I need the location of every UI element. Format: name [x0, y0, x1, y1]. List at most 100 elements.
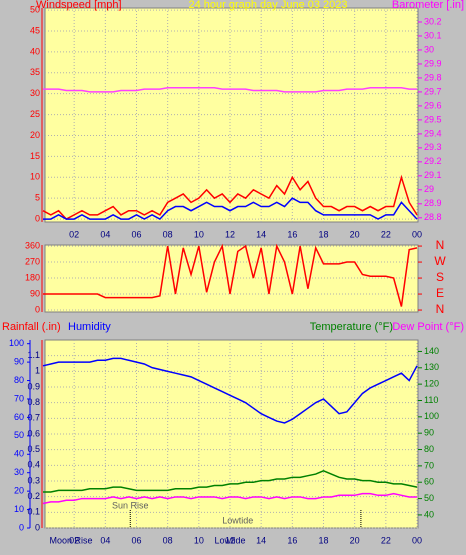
y-tick-label: 0 — [35, 522, 40, 532]
x-tick-label: 20 — [350, 229, 360, 239]
y2-tick-label: 110 — [424, 395, 438, 405]
humidity-tick-label: 0 — [19, 522, 24, 532]
y-tick-label: 45 — [30, 25, 40, 35]
y2-tick-label: 29.4 — [424, 128, 442, 138]
series-line — [43, 86, 417, 93]
x-tick-label: 22 — [381, 229, 391, 239]
x-tick-label: 12 — [225, 229, 235, 239]
x-tick-label: 02 — [69, 229, 79, 239]
y2-tick-label: 29.9 — [424, 58, 442, 68]
x-tick-label: 16 — [287, 229, 297, 239]
y-tick-label: 1 — [35, 366, 40, 376]
footer-annotation: Moon Rise — [50, 535, 93, 545]
y-tick-label: 25 — [30, 109, 40, 119]
x-tick-label: 04 — [100, 535, 110, 545]
x-tick-label: 10 — [194, 229, 204, 239]
y-axis-label: Rainfall (.in) — [2, 321, 61, 333]
y-tick-label: 0 — [35, 213, 40, 223]
y2-tick-label: 120 — [424, 379, 439, 389]
y2-tick-label: 29.2 — [424, 156, 442, 166]
y-tick-label: 0.6 — [27, 428, 40, 438]
y-tick-label: 270 — [25, 256, 40, 266]
y-tick-label: 0.7 — [27, 413, 40, 423]
y2-tick-label: 28.9 — [424, 198, 442, 208]
x-tick-label: 08 — [163, 535, 173, 545]
series-line — [43, 243, 418, 307]
annotation: Sun Rise — [112, 500, 149, 510]
humidity-tick-label: 20 — [14, 486, 24, 496]
x-tick-label: 18 — [318, 229, 328, 239]
x-tick-label: 12 — [225, 535, 235, 545]
y2-tick-label: 40 — [424, 509, 434, 519]
humidity-tick-label: 30 — [14, 467, 24, 477]
y-tick-label: 15 — [30, 151, 40, 161]
y2-tick-label: 80 — [424, 444, 434, 454]
y2-tick-label: N — [436, 302, 445, 316]
series-line — [43, 197, 418, 221]
y-tick-label: 180 — [25, 272, 40, 282]
series-line — [42, 492, 417, 505]
y2-axis-label: Temperature (°F) — [310, 321, 393, 333]
x-tick-label: 06 — [131, 535, 141, 545]
y2-tick-label: 60 — [424, 477, 434, 487]
x-tick-label: 18 — [318, 535, 328, 545]
y-tick-label: 50 — [30, 4, 40, 14]
y-tick-label: 10 — [30, 172, 40, 182]
y2-tick-label: 140 — [424, 346, 439, 356]
chart-title: 24 hour graph day June 03 2023 — [188, 0, 347, 11]
series-line — [42, 357, 418, 424]
y2-tick-label: 29 — [424, 184, 434, 194]
y-axis-label: Windspeed [mph] — [36, 0, 122, 11]
y3-axis-label: Dew Point (°F) — [392, 321, 464, 333]
humidity-tick-label: 60 — [14, 412, 24, 422]
humidity-tick-label: 100 — [9, 338, 24, 348]
y-tick-label: 0.4 — [27, 460, 40, 470]
y-tick-label: 1.1 — [27, 350, 40, 360]
y-tick-label: 0.5 — [27, 444, 40, 454]
x-tick-label: 08 — [163, 229, 173, 239]
y2-tick-label: 29.5 — [424, 114, 442, 124]
y-tick-label: 0.1 — [27, 507, 40, 517]
y2-tick-label: 100 — [424, 411, 439, 421]
y-tick-label: 0.3 — [27, 475, 40, 485]
y-tick-label: 0.9 — [27, 381, 40, 391]
x-tick-label: 20 — [350, 535, 360, 545]
y2-tick-label: 90 — [424, 428, 434, 438]
y2-tick-label: E — [436, 286, 444, 300]
y2-tick-label: 30.2 — [424, 16, 442, 26]
y-tick-label: 90 — [30, 288, 40, 298]
y-tick-label: 0 — [35, 304, 40, 314]
y2-tick-label: 130 — [424, 362, 439, 372]
humidity-tick-label: 40 — [14, 449, 24, 459]
x-tick-label: 02 — [69, 535, 79, 545]
humidity-label: Humidity — [68, 321, 111, 333]
y2-tick-label: 29.6 — [424, 100, 442, 110]
x-tick-label: 06 — [131, 229, 141, 239]
humidity-tick-label: 80 — [14, 375, 24, 385]
y2-tick-label: 50 — [424, 493, 434, 503]
humidity-tick-label: 10 — [14, 504, 24, 514]
y-tick-label: 0.8 — [27, 397, 40, 407]
x-tick-label: 00 — [412, 229, 422, 239]
y2-tick-label: 30 — [424, 44, 434, 54]
humidity-tick-label: 70 — [14, 393, 24, 403]
y2-tick-label: 29.1 — [424, 170, 442, 180]
y-tick-label: 40 — [30, 46, 40, 56]
y-tick-label: 35 — [30, 67, 40, 77]
y2-tick-label: 30.1 — [424, 30, 442, 40]
y2-tick-label: W — [434, 254, 446, 268]
y-tick-label: 360 — [25, 240, 40, 250]
y2-tick-label: 29.7 — [424, 86, 442, 96]
series-line — [42, 174, 418, 221]
y-tick-label: 20 — [30, 130, 40, 140]
x-tick-label: 14 — [256, 229, 266, 239]
humidity-tick-label: 90 — [14, 356, 24, 366]
x-tick-label: 04 — [100, 229, 110, 239]
x-tick-label: 16 — [287, 535, 297, 545]
y2-tick-label: N — [436, 238, 445, 252]
x-tick-label: 22 — [381, 535, 391, 545]
y2-tick-label: S — [436, 270, 444, 284]
y2-tick-label: 29.8 — [424, 72, 442, 82]
series-line — [43, 469, 418, 493]
